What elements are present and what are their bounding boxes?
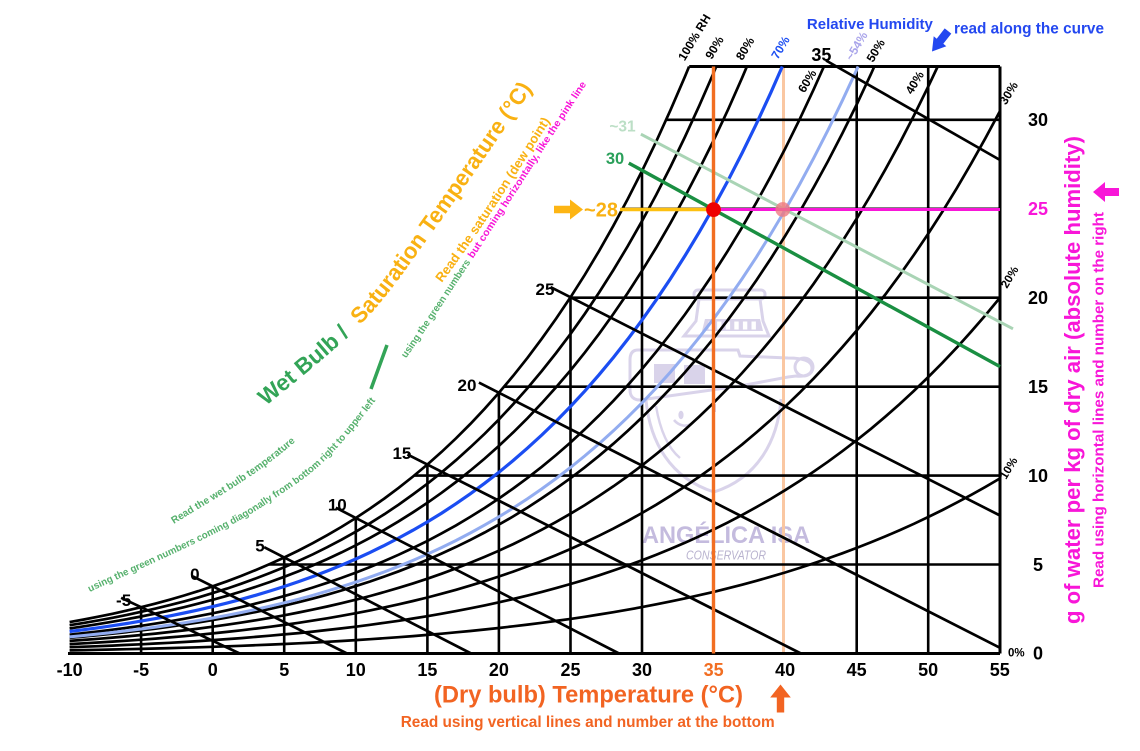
- svg-text:Read using horizontal lines an: Read using horizontal lines and number o…: [1091, 212, 1108, 588]
- svg-text:20: 20: [1028, 288, 1048, 308]
- svg-text:(Dry bulb) Temperature (°C): (Dry bulb) Temperature (°C): [434, 683, 743, 709]
- svg-text:10: 10: [328, 496, 347, 515]
- svg-text:20: 20: [458, 376, 477, 395]
- svg-text:-10: -10: [57, 660, 83, 680]
- svg-text:35: 35: [811, 45, 831, 65]
- svg-text:CONSERVATOR: CONSERVATOR: [686, 549, 766, 563]
- svg-text:5: 5: [255, 536, 264, 555]
- svg-text:50: 50: [918, 660, 938, 680]
- svg-text:15: 15: [392, 444, 411, 463]
- svg-text:45: 45: [847, 660, 867, 680]
- svg-text:~31: ~31: [609, 118, 636, 135]
- svg-text:read along the curve: read along the curve: [954, 21, 1104, 38]
- svg-text:55: 55: [990, 660, 1010, 680]
- svg-text:Relative Humidity: Relative Humidity: [807, 16, 934, 33]
- svg-text:-5: -5: [116, 591, 131, 610]
- svg-text:10: 10: [1028, 466, 1048, 486]
- svg-text:15: 15: [1028, 377, 1048, 397]
- svg-text:g of water per kg of dry air (: g of water per kg of dry air (absolute h…: [1060, 136, 1085, 624]
- svg-text:20: 20: [489, 660, 509, 680]
- svg-text:40: 40: [775, 660, 795, 680]
- svg-text:10: 10: [346, 660, 366, 680]
- svg-text:0: 0: [1033, 644, 1043, 664]
- svg-text:~28: ~28: [584, 200, 618, 222]
- svg-text:-5: -5: [133, 660, 149, 680]
- svg-text:25: 25: [560, 660, 580, 680]
- svg-text:5: 5: [1033, 555, 1043, 575]
- svg-text:15: 15: [417, 660, 437, 680]
- svg-text:35: 35: [704, 660, 724, 680]
- svg-text:0%: 0%: [1008, 648, 1025, 660]
- svg-text:25: 25: [536, 280, 555, 299]
- svg-text:5: 5: [279, 660, 289, 680]
- svg-text:25: 25: [1028, 199, 1048, 219]
- svg-text:30: 30: [1028, 110, 1048, 130]
- svg-text:0: 0: [190, 565, 199, 584]
- svg-text:30: 30: [606, 150, 624, 168]
- svg-text:Read using vertical lines and: Read using vertical lines and number at …: [401, 714, 775, 731]
- svg-text:0: 0: [208, 660, 218, 680]
- svg-text:30: 30: [632, 660, 652, 680]
